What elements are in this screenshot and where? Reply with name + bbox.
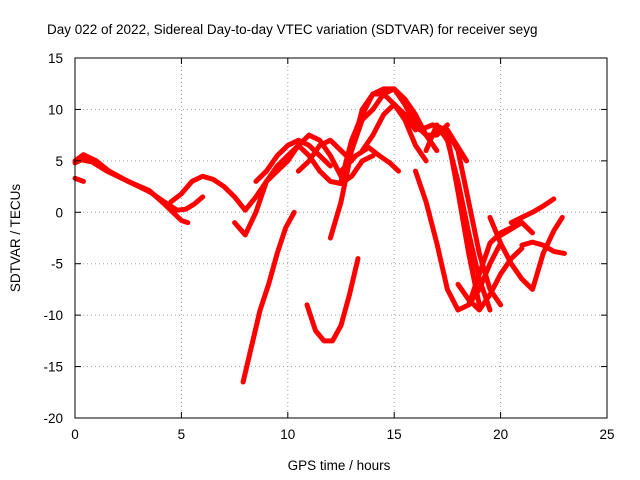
series-track-6 <box>253 137 333 184</box>
x-tick-label: 0 <box>71 427 79 442</box>
chart-title: Day 022 of 2022, Sidereal Day-to-day VTE… <box>47 22 537 37</box>
x-tick-label: 20 <box>493 427 508 442</box>
plot-frame <box>74 57 608 419</box>
y-axis-label: SDTVAR / TECUs <box>8 184 23 293</box>
y-tick-label: -5 <box>51 257 63 272</box>
series-track-10 <box>304 256 361 344</box>
x-tick-label: 10 <box>280 427 295 442</box>
series-track-5 <box>232 142 376 238</box>
series-group <box>72 86 567 385</box>
axes: 0 5 10 15 20 25 -20 -15 -10 -5 0 5 10 15 <box>43 51 614 442</box>
grid <box>75 58 607 418</box>
series-track-18 <box>434 127 482 308</box>
series-track-7 <box>274 132 344 179</box>
series-track-2 <box>72 157 191 226</box>
x-tick-label: 15 <box>387 427 402 442</box>
series-track-14 <box>359 101 418 154</box>
y-tick-label: 15 <box>48 51 63 66</box>
series-track-8 <box>295 137 355 174</box>
y-tick-label: -20 <box>43 411 63 426</box>
series-track-24 <box>493 220 525 241</box>
y-tick-label: -15 <box>43 360 63 375</box>
y-tick-label: 5 <box>55 154 63 169</box>
series-track-23 <box>487 214 565 292</box>
y-tick-label: 0 <box>55 205 63 220</box>
series-track-20 <box>413 168 504 313</box>
series-track-26 <box>519 239 567 256</box>
series-track-3 <box>72 175 86 184</box>
x-tick-label: 25 <box>599 427 614 442</box>
x-tick-label: 5 <box>178 427 186 442</box>
series-track-15 <box>338 145 401 174</box>
series-track-4 <box>168 168 280 213</box>
x-axis-label: GPS time / hours <box>288 458 391 473</box>
series-track-9 <box>240 209 297 385</box>
series-track-19 <box>444 127 470 164</box>
y-tick-label: 10 <box>48 102 63 117</box>
series-track-25 <box>508 196 557 226</box>
y-tick-label: -10 <box>43 308 63 323</box>
